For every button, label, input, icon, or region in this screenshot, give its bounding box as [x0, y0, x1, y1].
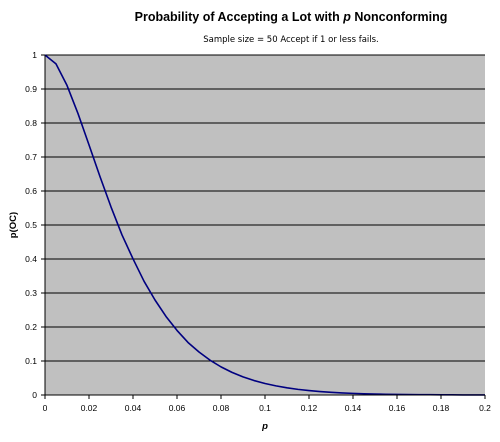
x-tick-label: 0.18: [433, 403, 450, 413]
y-tick-label: 0.9: [25, 84, 37, 94]
y-tick-label: 0.8: [25, 118, 37, 128]
y-tick-label: 0.3: [25, 288, 37, 298]
y-tick-label: 0.4: [25, 254, 37, 264]
chart-title-part-italic: p: [342, 10, 351, 24]
x-tick-label: 0.04: [125, 403, 142, 413]
y-tick-label: 0.7: [25, 152, 37, 162]
x-tick-label: 0.12: [301, 403, 318, 413]
y-tick-label: 0: [32, 390, 37, 400]
chart-subtitle: Sample size = 50 Accept if 1 or less fai…: [203, 35, 379, 45]
x-tick-label: 0.1: [259, 403, 271, 413]
x-tick-label: 0.06: [169, 403, 186, 413]
x-tick-label: 0.2: [479, 403, 491, 413]
x-tick-label: 0.16: [389, 403, 406, 413]
y-tick-label: 0.1: [25, 356, 37, 366]
y-tick-label: 0.6: [25, 186, 37, 196]
chart-title: Probability of Accepting a Lot with p No…: [135, 10, 448, 24]
x-tick-label: 0.14: [345, 403, 362, 413]
gridlines: [45, 54, 485, 362]
chart-title-part-2: Nonconforming: [351, 10, 448, 24]
x-tick-labels: 0 0.02 0.04 0.06 0.08 0.1 0.12 0.14 0.16 0.18 0.2: [43, 395, 491, 413]
y-tick-labels: 0 0.1 0.2 0.3 0.4 0.5 0.6 0.7 0.8 0.9 1: [25, 50, 45, 400]
chart-title-part-1: Probability of Accepting a Lot with: [135, 10, 344, 24]
x-tick-label: 0.02: [81, 403, 98, 413]
y-tick-label: 1: [32, 50, 37, 60]
x-axis-label: p: [261, 421, 268, 432]
y-tick-label: 0.5: [25, 220, 37, 230]
x-tick-label: 0: [43, 403, 48, 413]
y-axis-label: p(OC): [8, 212, 19, 238]
x-tick-label: 0.08: [213, 403, 230, 413]
y-tick-label: 0.2: [25, 322, 37, 332]
